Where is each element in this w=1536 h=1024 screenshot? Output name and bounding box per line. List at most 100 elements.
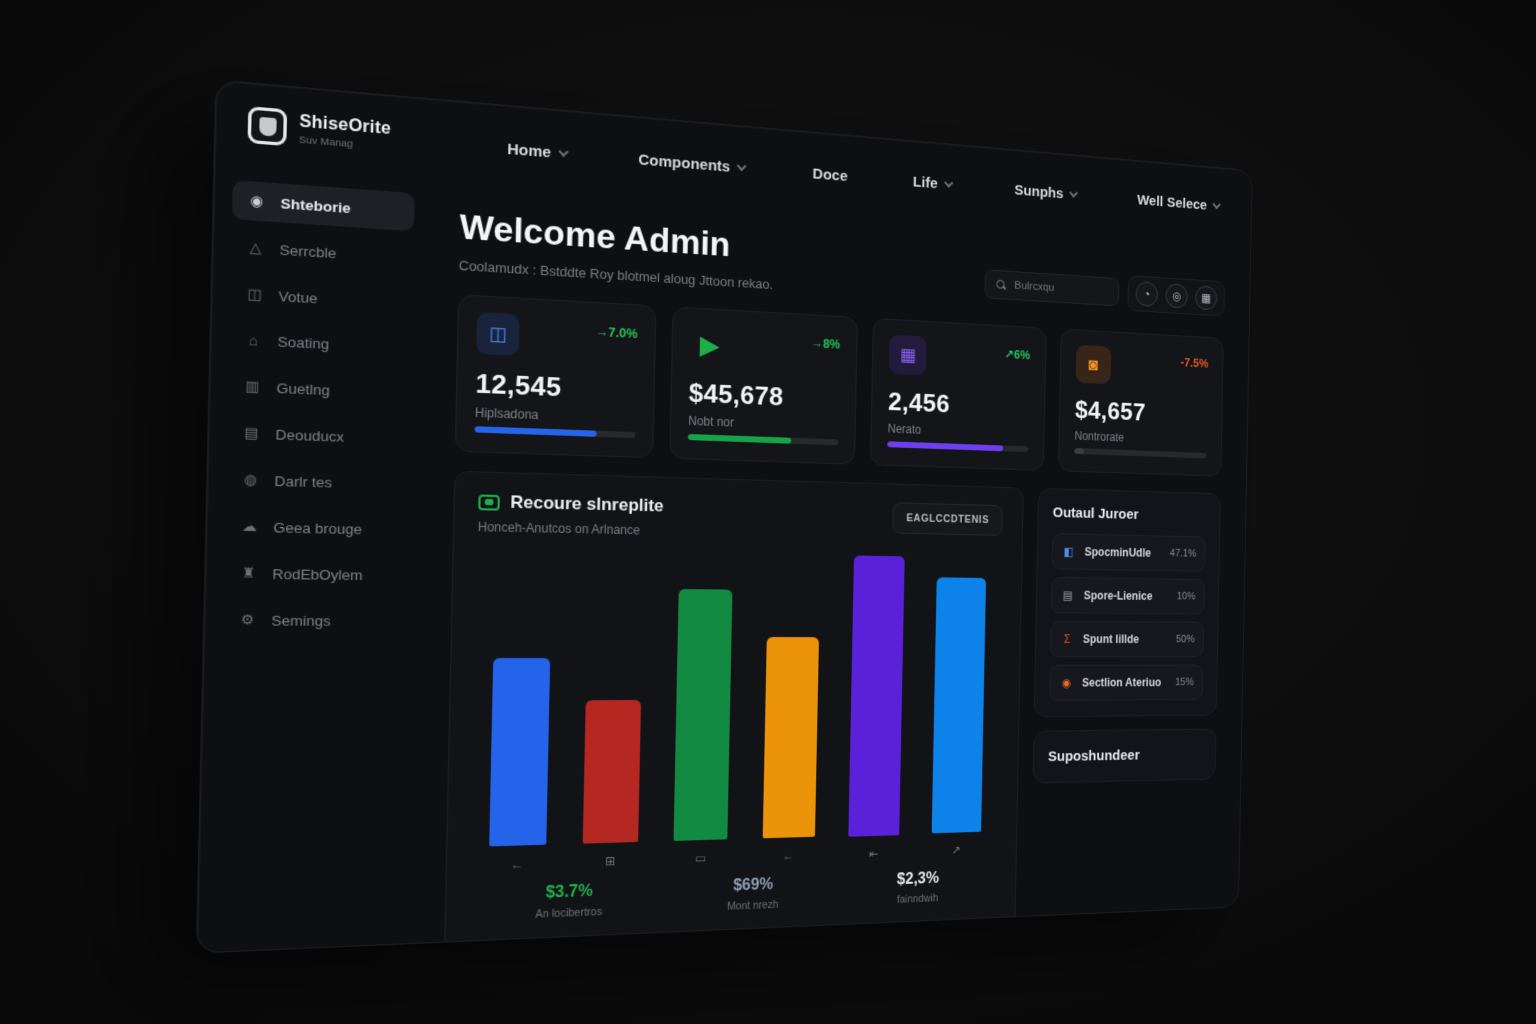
page-title: Welcome Admin: [459, 206, 731, 265]
grid-icon-button[interactable]: ▦: [1194, 285, 1218, 311]
search-input[interactable]: [1014, 279, 1109, 298]
bar-column: ⊞: [577, 551, 649, 871]
stat-value: $45,678: [688, 377, 784, 412]
lock-icon: ◙: [1075, 344, 1112, 385]
sidebar-item-label: Semings: [271, 611, 331, 629]
nav-item-well-selece[interactable]: Well Selece: [1137, 191, 1221, 214]
lower-section: Recoure slnreplite Honceh-Anutcos on Arl…: [444, 470, 1221, 942]
nav-label: Well Selece: [1137, 191, 1208, 214]
stat-value: $4,657: [1074, 394, 1146, 427]
home-icon: ⌂: [248, 332, 259, 349]
nav-item-components[interactable]: Components: [638, 150, 747, 177]
document-icon: ▥: [245, 377, 260, 395]
nav-item-life[interactable]: Life: [913, 173, 953, 193]
chevron-down-icon: [943, 177, 953, 188]
axis-marker-icon: ⇤: [868, 846, 879, 861]
bar-column: ▭: [669, 552, 739, 867]
panel-icon: ◫: [247, 285, 262, 303]
document-icon: ▤: [1062, 588, 1074, 602]
main-content: Welcome Admin Coolamudx : Bstddte Roy bl…: [414, 180, 1251, 943]
axis-marker-icon: ←: [510, 856, 524, 872]
nav-item-sunphs[interactable]: Sunphs: [1014, 181, 1078, 202]
stat-card-revenue[interactable]: ▶ →8% $45,678 Nobt nor: [669, 306, 858, 465]
sidebar-item-shteborie[interactable]: ◉ Shteborie: [231, 180, 415, 232]
stat-label: Nobt nor: [688, 413, 735, 430]
stat-card-expenses[interactable]: ◙ -7.5% $4,657 Nontrorate: [1058, 328, 1224, 477]
footer-stat-label: fainndwih: [896, 892, 939, 906]
sidebar-item-label: Guetlng: [276, 379, 331, 398]
list-item-value: 10%: [1176, 590, 1196, 603]
sidebar-item-soating[interactable]: ⌂ Soating: [229, 320, 412, 366]
stat-card-top: ▶ →8%: [689, 324, 841, 372]
stat-label: Hiplsadona: [474, 405, 539, 423]
target-icon: ◎: [1172, 289, 1182, 303]
suposhundeer-panel: Suposhundeer: [1032, 728, 1217, 784]
bar-column: ↗: [927, 557, 991, 859]
chart-bar[interactable]: [848, 555, 905, 837]
list-item-value: 15%: [1175, 676, 1194, 688]
grid-tile-icon: ▦: [888, 334, 927, 376]
sidebar-item-deouducx[interactable]: ▤ Deouducx: [227, 413, 410, 458]
list-item[interactable]: ▤ Spore-Lienice 10%: [1050, 576, 1206, 615]
play-icon: ▶: [699, 328, 721, 360]
search-box[interactable]: [984, 269, 1120, 307]
chart-action-button[interactable]: EAGLCCDTENIS: [892, 502, 1003, 536]
sidebar-item-votue[interactable]: ◫ Votue: [230, 274, 413, 323]
bar-column: ←: [483, 549, 557, 874]
sidebar-item-label: Soating: [277, 333, 330, 353]
target-icon-button[interactable]: ◎: [1165, 283, 1188, 309]
trend-badge: →7.0%: [595, 324, 638, 342]
header-actions: ◔ ◎ ▦: [984, 265, 1225, 317]
sidebar-item-label: Shteborie: [280, 194, 351, 216]
card-icon: ▤: [244, 424, 259, 442]
robot-icon: ♜: [241, 564, 256, 581]
sidebar-item-rodebdylem[interactable]: ♜ RodEbOylem: [224, 553, 407, 594]
sidebar-item-label: Geea brouge: [273, 518, 363, 537]
window-body: ◉ Shteborie △ Serrcble ◫ Votue ⌂ Soating…: [197, 163, 1250, 952]
bar-column: ←: [757, 554, 825, 865]
footer-stat-value: $2,3%: [896, 870, 940, 889]
stat-card-orders[interactable]: ▦ ↗6% 2,456 Nerato: [870, 317, 1047, 471]
nav-label: Home: [507, 139, 552, 162]
sidebar-item-geea-brouge[interactable]: ☁ Geea brouge: [225, 506, 408, 548]
stat-card-users[interactable]: ◫ →7.0% 12,545 Hiplsadona: [454, 294, 657, 459]
stat-card-top: ▦ ↗6%: [888, 334, 1031, 380]
sidebar-item-darlr-tes[interactable]: ◍ Darlr tes: [226, 460, 409, 504]
axis-marker-icon: ←: [782, 848, 795, 863]
chart-title: Recoure slnreplite: [510, 492, 664, 516]
brand[interactable]: ShiseOrite Suv Manag: [247, 106, 444, 158]
sidebar-item-settings[interactable]: ⚙ Semings: [223, 600, 406, 640]
list-item-value: 47.1%: [1169, 547, 1197, 560]
footer-stat-label: An locibertros: [535, 905, 603, 921]
right-column: Outaul Juroer ◧ SpocminUdle 47.1% ▤ Spor…: [1030, 487, 1221, 916]
list-item-name: Spunt lillde: [1082, 632, 1140, 646]
chart-bar[interactable]: [488, 658, 550, 847]
footer-stat: $3.7% An locibertros: [535, 882, 603, 921]
nav-item-doce[interactable]: Doce: [812, 165, 847, 185]
panel-title: Outaul Juroer: [1052, 504, 1139, 523]
sigma-icon: Σ: [1063, 632, 1071, 646]
chart-bar[interactable]: [762, 636, 819, 839]
sidebar: ◉ Shteborie △ Serrcble ◫ Votue ⌂ Soating…: [197, 163, 430, 952]
clock-icon-button[interactable]: ◔: [1135, 281, 1159, 307]
trend-badge: ↗6%: [1004, 347, 1031, 363]
nav-label: Components: [638, 150, 731, 176]
alert-circle-icon: ◉: [1061, 676, 1071, 690]
stat-cards-row: ◫ →7.0% 12,545 Hiplsadona ▶ →8%: [454, 294, 1224, 477]
stat-card-top: ◫ →7.0%: [476, 311, 638, 362]
progress-fill: [1074, 448, 1084, 455]
sidebar-item-serrcble[interactable]: △ Serrcble: [231, 227, 414, 277]
list-item-name: SpocminUdle: [1084, 545, 1152, 560]
sidebar-item-guetlng[interactable]: ▥ Guetlng: [228, 366, 411, 412]
list-item[interactable]: ◉ Sectlion Ateriuo 15%: [1049, 664, 1204, 701]
stat-value: 12,545: [475, 367, 562, 403]
nav-item-home[interactable]: Home: [507, 139, 569, 162]
chart-bar[interactable]: [931, 576, 987, 834]
chart-bar[interactable]: [582, 699, 642, 844]
list-item[interactable]: Σ Spunt lillde 50%: [1049, 620, 1205, 658]
trend-badge: -7.5%: [1180, 355, 1209, 371]
list-item[interactable]: ◧ SpocminUdle 47.1%: [1051, 533, 1206, 572]
chart-bar[interactable]: [673, 588, 733, 841]
cloud-icon: ☁: [241, 517, 258, 535]
sidebar-item-label: Darlr tes: [274, 472, 333, 491]
